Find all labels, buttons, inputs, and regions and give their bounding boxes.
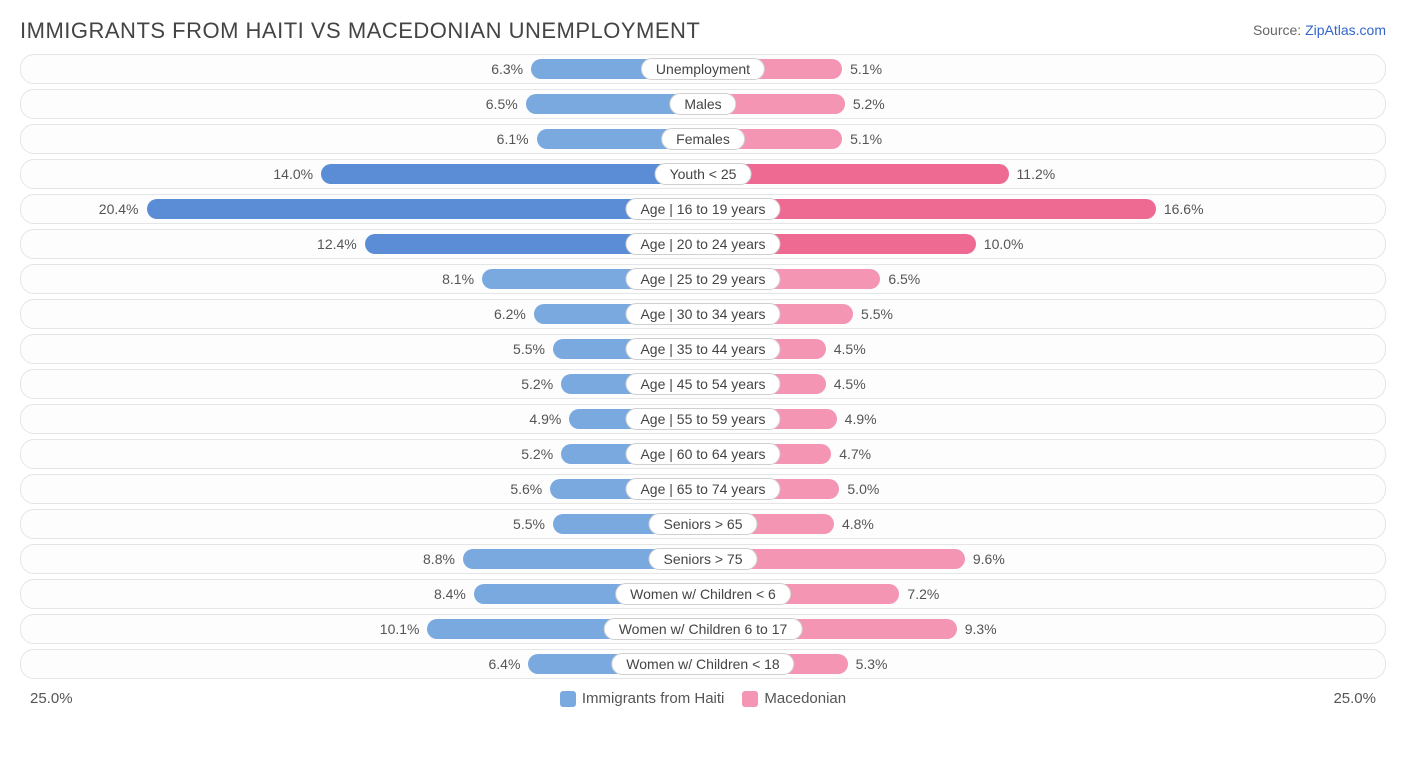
value-right: 5.1% xyxy=(850,61,882,77)
category-label: Age | 30 to 34 years xyxy=(625,303,780,325)
category-label: Age | 35 to 44 years xyxy=(625,338,780,360)
value-right: 4.8% xyxy=(842,516,874,532)
value-right: 11.2% xyxy=(1017,166,1056,182)
chart-row: 5.6% 5.0% Age | 65 to 74 years xyxy=(20,474,1386,504)
value-right: 5.0% xyxy=(847,481,879,497)
value-right: 9.6% xyxy=(973,551,1005,567)
value-left: 6.4% xyxy=(489,656,521,672)
value-left: 6.3% xyxy=(491,61,523,77)
value-right: 6.5% xyxy=(888,271,920,287)
value-right: 4.7% xyxy=(839,446,871,462)
chart-header: IMMIGRANTS FROM HAITI VS MACEDONIAN UNEM… xyxy=(0,0,1406,54)
value-left: 12.4% xyxy=(317,236,357,252)
value-right: 16.6% xyxy=(1164,201,1204,217)
value-left: 5.5% xyxy=(513,516,545,532)
chart-row: 8.8% 9.6% Seniors > 75 xyxy=(20,544,1386,574)
diverging-bar-chart: 6.3% 5.1% Unemployment 6.5% 5.2% Males 6.1% 5.1… xyxy=(0,54,1406,679)
chart-row: 5.5% 4.8% Seniors > 65 xyxy=(20,509,1386,539)
category-label: Age | 20 to 24 years xyxy=(625,233,780,255)
chart-row: 8.1% 6.5% Age | 25 to 29 years xyxy=(20,264,1386,294)
value-left: 8.1% xyxy=(442,271,474,287)
chart-row: 8.4% 7.2% Women w/ Children < 6 xyxy=(20,579,1386,609)
chart-row: 6.5% 5.2% Males xyxy=(20,89,1386,119)
category-label: Age | 45 to 54 years xyxy=(625,373,780,395)
value-left: 10.1% xyxy=(380,621,420,637)
category-label: Youth < 25 xyxy=(655,163,752,185)
category-label: Unemployment xyxy=(641,58,765,80)
value-right: 5.3% xyxy=(856,656,888,672)
legend-label-macedonian: Macedonian xyxy=(764,690,846,707)
chart-row: 5.2% 4.7% Age | 60 to 64 years xyxy=(20,439,1386,469)
category-label: Age | 25 to 29 years xyxy=(625,268,780,290)
bar-left xyxy=(147,199,704,219)
value-right: 5.1% xyxy=(850,131,882,147)
category-label: Males xyxy=(669,93,736,115)
chart-row: 6.2% 5.5% Age | 30 to 34 years xyxy=(20,299,1386,329)
category-label: Seniors > 75 xyxy=(649,548,758,570)
axis-max-left: 25.0% xyxy=(30,690,73,707)
legend-item-haiti: Immigrants from Haiti xyxy=(560,690,725,707)
value-left: 6.2% xyxy=(494,306,526,322)
value-left: 5.2% xyxy=(521,446,553,462)
bar-left xyxy=(321,164,703,184)
chart-row: 6.3% 5.1% Unemployment xyxy=(20,54,1386,84)
legend-swatch-haiti xyxy=(560,691,576,707)
category-label: Women w/ Children < 18 xyxy=(611,653,794,675)
category-label: Age | 60 to 64 years xyxy=(625,443,780,465)
chart-row: 12.4% 10.0% Age | 20 to 24 years xyxy=(20,229,1386,259)
chart-row: 6.4% 5.3% Women w/ Children < 18 xyxy=(20,649,1386,679)
legend-item-macedonian: Macedonian xyxy=(742,690,846,707)
axis-max-right: 25.0% xyxy=(1333,690,1376,707)
value-left: 6.5% xyxy=(486,96,518,112)
chart-row: 5.5% 4.5% Age | 35 to 44 years xyxy=(20,334,1386,364)
value-left: 14.0% xyxy=(273,166,313,182)
category-label: Women w/ Children 6 to 17 xyxy=(604,618,803,640)
value-right: 4.5% xyxy=(834,376,866,392)
value-right: 5.2% xyxy=(853,96,885,112)
category-label: Females xyxy=(661,128,745,150)
category-label: Age | 16 to 19 years xyxy=(625,198,780,220)
value-left: 5.5% xyxy=(513,341,545,357)
chart-title: IMMIGRANTS FROM HAITI VS MACEDONIAN UNEM… xyxy=(20,18,700,44)
value-right: 9.3% xyxy=(965,621,997,637)
value-left: 5.6% xyxy=(510,481,542,497)
value-right: 10.0% xyxy=(984,236,1024,252)
chart-source: Source: ZipAtlas.com xyxy=(1253,18,1386,38)
legend: Immigrants from Haiti Macedonian xyxy=(73,690,1334,707)
value-left: 8.4% xyxy=(434,586,466,602)
chart-row: 6.1% 5.1% Females xyxy=(20,124,1386,154)
chart-footer: 25.0% Immigrants from Haiti Macedonian 2… xyxy=(0,684,1406,707)
chart-row: 5.2% 4.5% Age | 45 to 54 years xyxy=(20,369,1386,399)
value-left: 20.4% xyxy=(99,201,139,217)
source-link[interactable]: ZipAtlas.com xyxy=(1305,22,1386,38)
value-left: 4.9% xyxy=(529,411,561,427)
category-label: Women w/ Children < 6 xyxy=(615,583,791,605)
legend-label-haiti: Immigrants from Haiti xyxy=(582,690,725,707)
value-right: 4.9% xyxy=(845,411,877,427)
chart-row: 4.9% 4.9% Age | 55 to 59 years xyxy=(20,404,1386,434)
category-label: Seniors > 65 xyxy=(649,513,758,535)
source-prefix: Source: xyxy=(1253,22,1305,38)
category-label: Age | 55 to 59 years xyxy=(625,408,780,430)
value-right: 5.5% xyxy=(861,306,893,322)
value-left: 8.8% xyxy=(423,551,455,567)
category-label: Age | 65 to 74 years xyxy=(625,478,780,500)
chart-row: 14.0% 11.2% Youth < 25 xyxy=(20,159,1386,189)
legend-swatch-macedonian xyxy=(742,691,758,707)
value-left: 6.1% xyxy=(497,131,529,147)
chart-row: 10.1% 9.3% Women w/ Children 6 to 17 xyxy=(20,614,1386,644)
value-right: 7.2% xyxy=(907,586,939,602)
value-left: 5.2% xyxy=(521,376,553,392)
value-right: 4.5% xyxy=(834,341,866,357)
chart-row: 20.4% 16.6% Age | 16 to 19 years xyxy=(20,194,1386,224)
